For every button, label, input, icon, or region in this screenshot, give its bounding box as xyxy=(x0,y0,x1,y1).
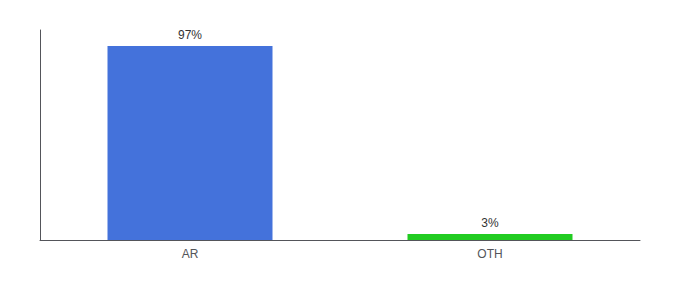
svg-text:AR: AR xyxy=(182,247,199,261)
svg-text:3%: 3% xyxy=(481,216,499,230)
svg-text:OTH: OTH xyxy=(477,247,502,261)
svg-text:97%: 97% xyxy=(178,28,202,42)
